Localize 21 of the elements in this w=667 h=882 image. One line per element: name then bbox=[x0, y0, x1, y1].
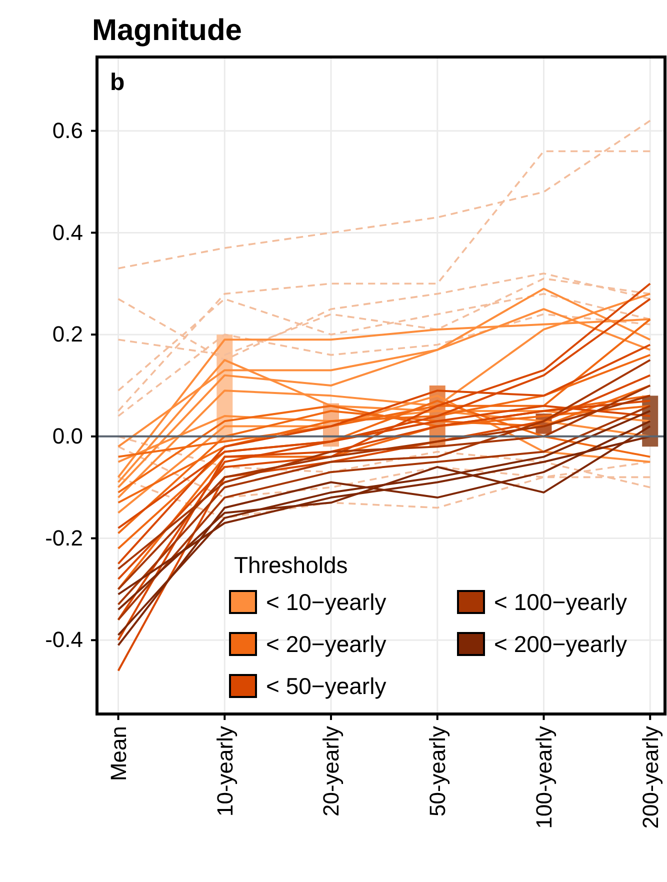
legend-label: < 200−yearly bbox=[494, 631, 628, 657]
legend-label: < 100−yearly bbox=[494, 589, 628, 615]
x-tick-label: Mean bbox=[106, 726, 131, 782]
y-tick-label: -0.4 bbox=[45, 627, 83, 652]
legend-label: < 20−yearly bbox=[266, 631, 387, 657]
line-series bbox=[117, 374, 652, 672]
legend-title: Thresholds bbox=[234, 552, 348, 578]
x-tick-label: 200-yearly bbox=[638, 726, 663, 829]
y-tick-label: 0.6 bbox=[52, 118, 83, 143]
y-tick-label: 0.4 bbox=[52, 220, 83, 245]
y-tick-label: 0.0 bbox=[52, 423, 83, 448]
chart-title: Magnitude bbox=[92, 14, 242, 47]
x-tick-label: 100-yearly bbox=[531, 726, 556, 829]
y-tick-label: -0.2 bbox=[45, 525, 83, 550]
legend-label: < 50−yearly bbox=[266, 673, 387, 699]
annotation: b bbox=[110, 69, 125, 96]
legend-label: < 10−yearly bbox=[266, 589, 387, 615]
x-tick-label: 50-yearly bbox=[425, 726, 450, 816]
y-tick-label: 0.2 bbox=[52, 322, 83, 347]
x-tick-label: 10-yearly bbox=[212, 726, 238, 816]
x-tick-label: 20-yearly bbox=[318, 726, 344, 816]
